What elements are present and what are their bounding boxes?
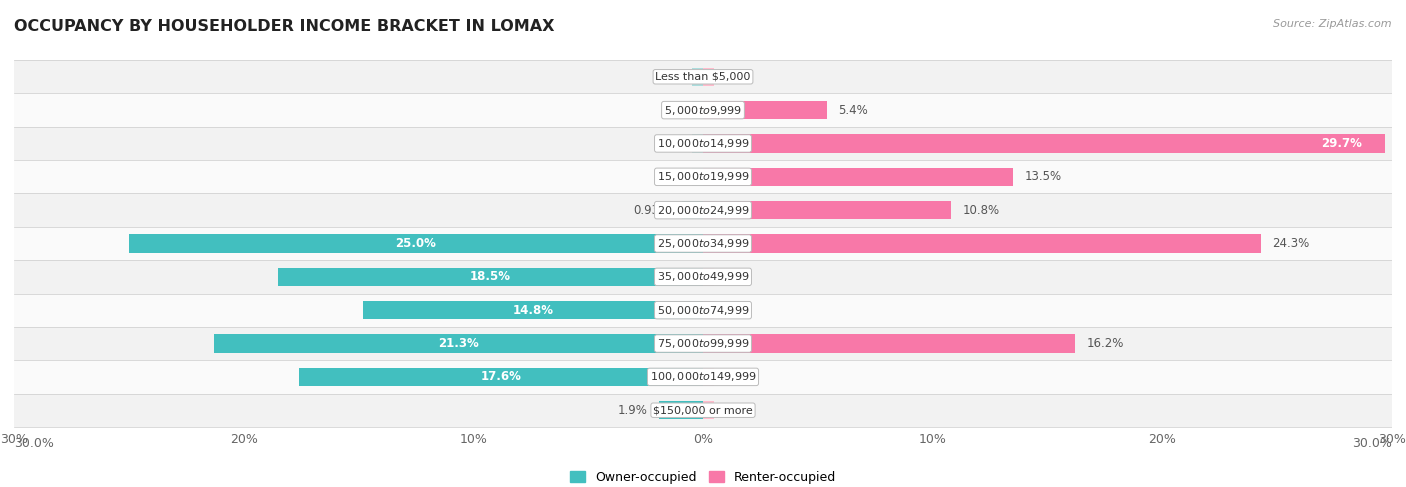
Text: $35,000 to $49,999: $35,000 to $49,999: [657, 270, 749, 283]
Bar: [14, 193, 1392, 227]
Bar: [14, 294, 1392, 327]
Text: Less than $5,000: Less than $5,000: [655, 72, 751, 82]
Text: 0.0%: 0.0%: [714, 70, 744, 83]
Bar: [703, 201, 950, 219]
Bar: [703, 368, 714, 386]
Text: 0.0%: 0.0%: [662, 137, 692, 150]
Bar: [703, 401, 714, 419]
Text: $10,000 to $14,999: $10,000 to $14,999: [657, 137, 749, 150]
Text: 5.4%: 5.4%: [838, 104, 869, 116]
Text: $100,000 to $149,999: $100,000 to $149,999: [650, 371, 756, 383]
Bar: [703, 268, 714, 286]
Text: $75,000 to $99,999: $75,000 to $99,999: [657, 337, 749, 350]
Text: 0.0%: 0.0%: [714, 371, 744, 383]
Bar: [682, 201, 703, 219]
Bar: [703, 335, 1076, 353]
Text: Source: ZipAtlas.com: Source: ZipAtlas.com: [1274, 19, 1392, 30]
Bar: [14, 160, 1392, 193]
Bar: [703, 101, 827, 119]
Text: 0.0%: 0.0%: [714, 304, 744, 317]
Text: $20,000 to $24,999: $20,000 to $24,999: [657, 204, 749, 217]
Text: $15,000 to $19,999: $15,000 to $19,999: [657, 170, 749, 183]
Bar: [703, 134, 1385, 152]
Bar: [14, 60, 1392, 94]
Text: 29.7%: 29.7%: [1322, 137, 1362, 150]
Bar: [299, 368, 703, 386]
Text: 14.8%: 14.8%: [513, 304, 554, 317]
Bar: [14, 227, 1392, 260]
Bar: [692, 168, 703, 186]
Bar: [278, 268, 703, 286]
Text: $5,000 to $9,999: $5,000 to $9,999: [664, 104, 742, 116]
Bar: [692, 134, 703, 152]
Text: 0.0%: 0.0%: [714, 270, 744, 283]
Text: $50,000 to $74,999: $50,000 to $74,999: [657, 304, 749, 317]
Bar: [363, 301, 703, 319]
Text: 1.9%: 1.9%: [619, 404, 648, 417]
Text: $25,000 to $34,999: $25,000 to $34,999: [657, 237, 749, 250]
Text: OCCUPANCY BY HOUSEHOLDER INCOME BRACKET IN LOMAX: OCCUPANCY BY HOUSEHOLDER INCOME BRACKET …: [14, 19, 554, 35]
Bar: [14, 260, 1392, 294]
Bar: [703, 234, 1261, 253]
Text: 0.93%: 0.93%: [633, 204, 671, 217]
Text: 21.3%: 21.3%: [439, 337, 479, 350]
Bar: [14, 360, 1392, 393]
Bar: [703, 68, 714, 86]
Bar: [659, 401, 703, 419]
Text: 24.3%: 24.3%: [1272, 237, 1310, 250]
Bar: [129, 234, 703, 253]
Bar: [14, 127, 1392, 160]
Text: 16.2%: 16.2%: [1087, 337, 1123, 350]
Bar: [14, 94, 1392, 127]
Text: 25.0%: 25.0%: [395, 237, 436, 250]
Bar: [703, 301, 714, 319]
Text: 18.5%: 18.5%: [470, 270, 510, 283]
Text: 13.5%: 13.5%: [1025, 170, 1062, 183]
Text: 0.0%: 0.0%: [662, 104, 692, 116]
Bar: [692, 68, 703, 86]
Text: 0.0%: 0.0%: [662, 70, 692, 83]
Bar: [692, 101, 703, 119]
Bar: [14, 327, 1392, 360]
Text: 10.8%: 10.8%: [963, 204, 1000, 217]
Text: 30.0%: 30.0%: [1353, 437, 1392, 450]
Text: 17.6%: 17.6%: [481, 371, 522, 383]
Bar: [703, 168, 1012, 186]
Text: 30.0%: 30.0%: [14, 437, 53, 450]
Text: $150,000 or more: $150,000 or more: [654, 405, 752, 415]
Bar: [14, 393, 1392, 427]
Bar: [214, 335, 703, 353]
Legend: Owner-occupied, Renter-occupied: Owner-occupied, Renter-occupied: [565, 466, 841, 487]
Text: 0.0%: 0.0%: [714, 404, 744, 417]
Text: 0.0%: 0.0%: [662, 170, 692, 183]
